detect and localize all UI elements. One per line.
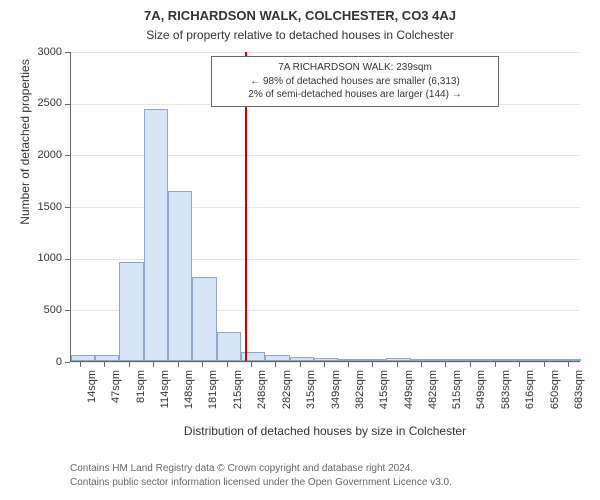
xtick-label: 650sqm <box>549 370 561 470</box>
ytick-label: 0 <box>20 356 62 368</box>
ytick-mark <box>65 310 70 311</box>
xtick-mark <box>251 362 252 367</box>
xtick-mark <box>275 362 276 367</box>
xtick-label: 449sqm <box>403 370 415 470</box>
histogram-bar <box>119 262 144 361</box>
property-size-histogram: 7A, RICHARDSON WALK, COLCHESTER, CO3 4AJ… <box>0 0 600 500</box>
xtick-label: 482sqm <box>427 370 439 470</box>
histogram-bar <box>95 355 119 361</box>
annotation-box: 7A RICHARDSON WALK: 239sqm← 98% of detac… <box>211 56 499 107</box>
histogram-bar <box>192 277 217 361</box>
xtick-label: 148sqm <box>183 370 195 470</box>
xtick-label: 515sqm <box>451 370 463 470</box>
histogram-bar <box>411 359 436 361</box>
histogram-bar <box>168 191 192 362</box>
xtick-mark <box>421 362 422 367</box>
histogram-bar <box>290 357 314 361</box>
footer-line-2: Contains public sector information licen… <box>70 476 590 490</box>
histogram-bar <box>532 359 556 361</box>
ytick-mark <box>65 52 70 53</box>
xtick-mark <box>348 362 349 367</box>
xtick-label: 382sqm <box>354 370 366 470</box>
histogram-bar <box>435 359 459 361</box>
ytick-label: 1000 <box>20 252 62 264</box>
xtick-label: 47sqm <box>110 370 122 470</box>
chart-title-main: 7A, RICHARDSON WALK, COLCHESTER, CO3 4AJ <box>0 8 600 23</box>
xtick-mark <box>202 362 203 367</box>
histogram-bar <box>338 359 363 361</box>
xtick-mark <box>544 362 545 367</box>
histogram-bar <box>71 355 95 361</box>
gridline <box>71 52 580 53</box>
xtick-label: 415sqm <box>378 370 390 470</box>
histogram-bar <box>314 358 338 361</box>
ytick-mark <box>65 104 70 105</box>
histogram-bar <box>459 359 483 361</box>
xtick-mark <box>519 362 520 367</box>
xtick-mark <box>300 362 301 367</box>
gridline <box>71 362 580 363</box>
xtick-label: 248sqm <box>256 370 268 470</box>
ytick-mark <box>65 259 70 260</box>
ytick-label: 2000 <box>20 149 62 161</box>
xtick-mark <box>227 362 228 367</box>
annotation-line-3: 2% of semi-detached houses are larger (1… <box>220 88 490 102</box>
xtick-mark <box>470 362 471 367</box>
xtick-mark <box>80 362 81 367</box>
xtick-label: 114sqm <box>159 370 171 470</box>
xtick-label: 616sqm <box>524 370 536 470</box>
histogram-bar <box>508 359 532 361</box>
xtick-mark <box>129 362 130 367</box>
xtick-mark <box>495 362 496 367</box>
annotation-line-1: 7A RICHARDSON WALK: 239sqm <box>220 61 490 75</box>
xtick-mark <box>397 362 398 367</box>
ytick-label: 1500 <box>20 201 62 213</box>
xtick-label: 683sqm <box>573 370 585 470</box>
xtick-label: 549sqm <box>475 370 487 470</box>
ytick-label: 500 <box>20 304 62 316</box>
xtick-mark <box>372 362 373 367</box>
ytick-mark <box>65 155 70 156</box>
histogram-bar <box>265 355 290 361</box>
histogram-bar <box>386 358 410 361</box>
histogram-bar <box>556 359 581 361</box>
xtick-mark <box>153 362 154 367</box>
xtick-label: 583sqm <box>500 370 512 470</box>
xtick-mark <box>104 362 105 367</box>
histogram-bar <box>483 359 508 361</box>
xtick-mark <box>324 362 325 367</box>
ytick-mark <box>65 362 70 363</box>
xtick-label: 215sqm <box>232 370 244 470</box>
xtick-label: 282sqm <box>281 370 293 470</box>
ytick-label: 3000 <box>20 46 62 58</box>
xtick-mark <box>445 362 446 367</box>
xtick-label: 315sqm <box>305 370 317 470</box>
plot-area: 7A RICHARDSON WALK: 239sqm← 98% of detac… <box>70 52 580 362</box>
xtick-mark <box>568 362 569 367</box>
ytick-mark <box>65 207 70 208</box>
xtick-label: 14sqm <box>86 370 98 470</box>
annotation-line-2: ← 98% of detached houses are smaller (6,… <box>220 75 490 89</box>
histogram-bar <box>217 332 241 361</box>
histogram-bar <box>362 359 386 361</box>
xtick-label: 349sqm <box>330 370 342 470</box>
ytick-label: 2500 <box>20 97 62 109</box>
histogram-bar <box>144 109 168 361</box>
chart-title-sub: Size of property relative to detached ho… <box>0 28 600 42</box>
xtick-mark <box>178 362 179 367</box>
xtick-label: 181sqm <box>207 370 219 470</box>
xtick-label: 81sqm <box>135 370 147 470</box>
